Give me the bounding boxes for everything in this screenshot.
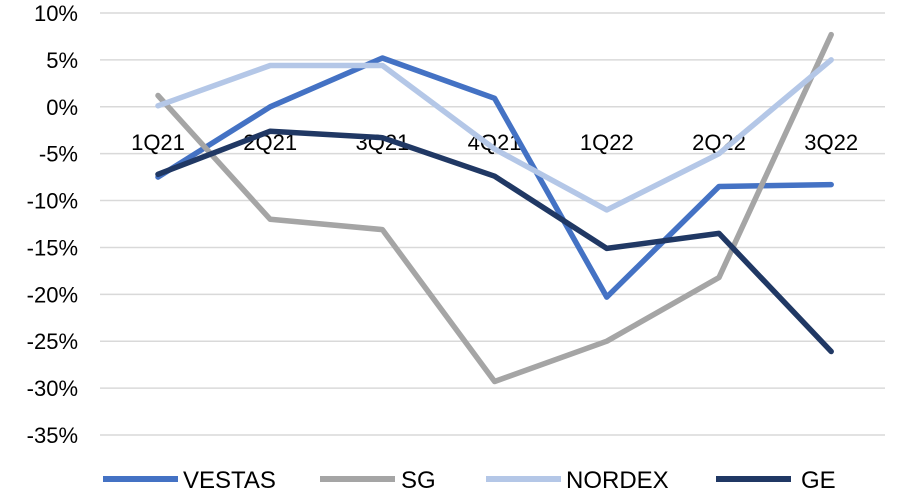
gridlines <box>100 12 885 436</box>
series-lines <box>155 31 834 385</box>
y-axis-tick-labels: 10% 5% 0% -5% -10% -15% -20% -25% -30% -35% <box>27 1 78 448</box>
series-line-nordex <box>155 57 834 213</box>
x-axis-tick-labels: 1Q21 2Q21 3Q21 4Q21 1Q22 2Q22 3Q22 <box>131 130 858 155</box>
legend: VESTAS SG NORDEX GE <box>103 467 836 494</box>
y-tick-label: 5% <box>46 48 78 73</box>
y-tick-label: 0% <box>46 95 78 120</box>
y-tick-label: -15% <box>27 235 78 260</box>
legend-label-sg: SG <box>401 467 436 494</box>
legend-label-nordex: NORDEX <box>566 467 669 494</box>
y-tick-label: -5% <box>39 142 78 167</box>
x-tick-label: 1Q22 <box>580 130 634 155</box>
series-line-sg <box>155 31 834 385</box>
x-tick-label: 3Q22 <box>804 130 858 155</box>
legend-label-ge: GE <box>801 467 836 494</box>
x-tick-label: 1Q21 <box>131 130 185 155</box>
y-tick-label: 10% <box>34 1 78 26</box>
y-tick-label: -35% <box>27 423 78 448</box>
y-tick-label: -10% <box>27 189 78 214</box>
y-tick-label: -20% <box>27 282 78 307</box>
series-line-ge <box>155 128 834 355</box>
y-tick-label: -25% <box>27 329 78 354</box>
y-tick-label: -30% <box>27 376 78 401</box>
series-line-vestas <box>155 55 834 300</box>
legend-label-vestas: VESTAS <box>183 467 276 494</box>
